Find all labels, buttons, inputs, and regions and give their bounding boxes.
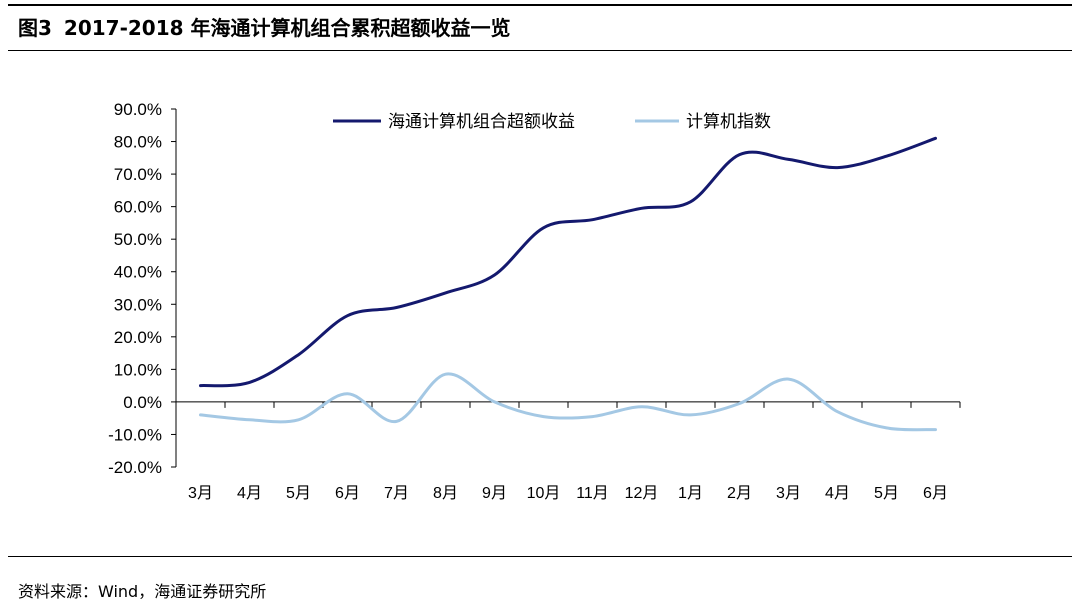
x-tick-label: 11月 <box>576 485 609 502</box>
x-tick-label: 8月 <box>433 485 458 502</box>
y-tick-label: 60.0% <box>114 198 162 217</box>
y-tick-label: 80.0% <box>114 133 162 152</box>
y-tick-label: -20.0% <box>108 458 162 477</box>
y-tick-label: -10.0% <box>108 425 162 444</box>
figure-title-text: 2017-2018 年海通计算机组合累积超额收益一览 <box>63 16 511 40</box>
x-tick-label: 7月 <box>384 485 409 502</box>
y-tick-label: 20.0% <box>114 328 162 347</box>
x-tick-label: 5月 <box>286 485 311 502</box>
x-tick-label: 3月 <box>776 485 801 502</box>
x-tick-label: 3月 <box>188 485 213 502</box>
x-tick-label: 2月 <box>727 485 752 502</box>
x-tick-label: 6月 <box>923 485 948 502</box>
x-tick-label: 5月 <box>874 485 899 502</box>
y-tick-label: 30.0% <box>114 295 162 314</box>
x-tick-label: 1月 <box>678 485 703 502</box>
top-rule <box>8 4 1072 6</box>
x-tick-label: 6月 <box>335 485 360 502</box>
figure-number: 图3 <box>18 16 52 40</box>
y-tick-label: 50.0% <box>114 230 162 249</box>
y-tick-label: 0.0% <box>123 393 162 412</box>
x-tick-label: 12月 <box>625 485 659 502</box>
figure-title: 图3 2017-2018 年海通计算机组合累积超额收益一览 <box>18 12 511 41</box>
x-tick-label: 9月 <box>482 485 507 502</box>
y-tick-label: 90.0% <box>114 100 162 119</box>
bottom-rule <box>8 556 1072 557</box>
legend-label: 计算机指数 <box>686 112 771 131</box>
x-tick-label: 10月 <box>527 485 561 502</box>
legend-label: 海通计算机组合超额收益 <box>388 112 575 131</box>
x-tick-label: 4月 <box>237 485 262 502</box>
x-tick-label: 4月 <box>825 485 850 502</box>
y-tick-label: 40.0% <box>114 263 162 282</box>
source-note: 资料来源：Wind，海通证券研究所 <box>18 582 267 601</box>
series-line-index <box>199 372 937 432</box>
y-tick-label: 70.0% <box>114 165 162 184</box>
series-line-portfolio <box>199 136 937 388</box>
title-rule <box>8 50 1072 51</box>
y-tick-label: 10.0% <box>114 360 162 379</box>
